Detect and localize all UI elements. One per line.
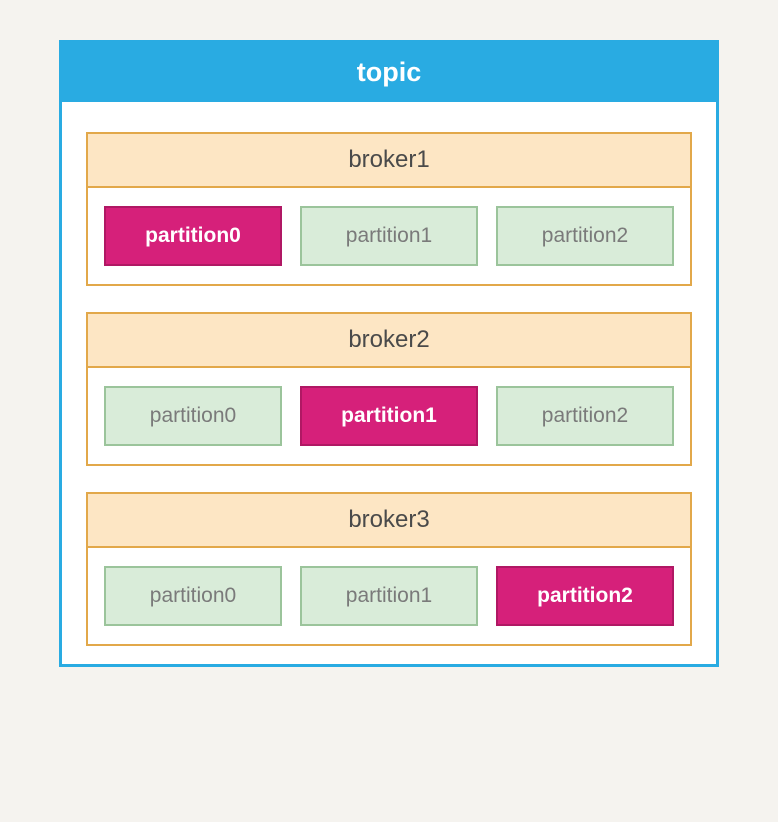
broker-1: broker1 partition0 partition1 partition2	[86, 132, 692, 286]
broker-1-partition-2: partition2	[496, 206, 674, 266]
broker-1-body: partition0 partition1 partition2	[88, 188, 690, 284]
broker-1-partition-0: partition0	[104, 206, 282, 266]
broker-3-label: broker3	[88, 494, 690, 548]
broker-2-body: partition0 partition1 partition2	[88, 368, 690, 464]
topic-title: topic	[62, 43, 716, 102]
broker-3-partition-1: partition1	[300, 566, 478, 626]
topic-container: topic broker1 partition0 partition1 part…	[59, 40, 719, 667]
broker-2-partition-2: partition2	[496, 386, 674, 446]
broker-2-partition-1: partition1	[300, 386, 478, 446]
topic-body: broker1 partition0 partition1 partition2…	[62, 102, 716, 664]
broker-3: broker3 partition0 partition1 partition2	[86, 492, 692, 646]
broker-2-partition-0: partition0	[104, 386, 282, 446]
broker-2: broker2 partition0 partition1 partition2	[86, 312, 692, 466]
broker-1-label: broker1	[88, 134, 690, 188]
broker-2-label: broker2	[88, 314, 690, 368]
broker-1-partition-1: partition1	[300, 206, 478, 266]
broker-3-body: partition0 partition1 partition2	[88, 548, 690, 644]
broker-3-partition-2: partition2	[496, 566, 674, 626]
broker-3-partition-0: partition0	[104, 566, 282, 626]
